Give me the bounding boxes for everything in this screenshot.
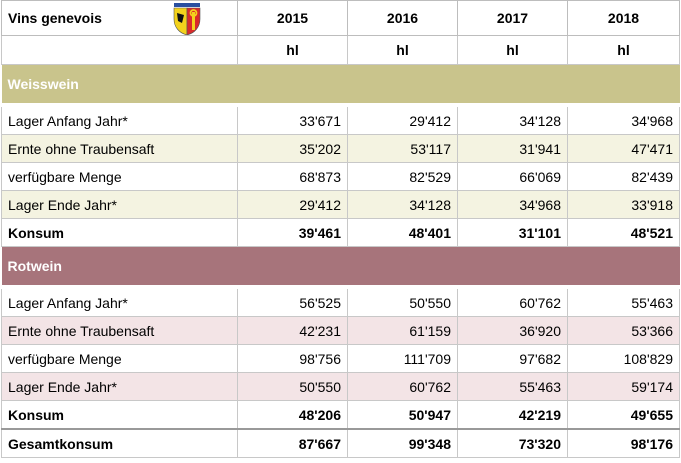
section-name: Rotwein xyxy=(1,246,680,289)
data-row: Lager Anfang Jahr* 33'671 29'412 34'128 34'9… xyxy=(1,104,680,135)
value-cell: 82'439 xyxy=(567,162,680,191)
unit-row: hl hl hl hl xyxy=(1,35,680,65)
value-cell: 48'206 xyxy=(237,400,348,430)
year-header: 2015 xyxy=(237,0,348,36)
value-cell: 42'231 xyxy=(237,316,348,345)
table-title: Vins genevois xyxy=(1,0,238,36)
blank-cell xyxy=(1,35,238,65)
row-label: Lager Anfang Jahr* xyxy=(1,286,238,317)
header-row: Vins genevois 2015 2016 2017 2018 xyxy=(1,0,680,36)
value-cell: 55'463 xyxy=(457,372,568,401)
row-label: Lager Anfang Jahr* xyxy=(1,104,238,135)
value-cell: 34'128 xyxy=(347,190,458,219)
value-cell: 39'461 xyxy=(237,218,348,247)
data-row: verfügbare Menge 68'873 82'529 66'069 82'439 xyxy=(1,162,680,191)
value-cell: 59'174 xyxy=(567,372,680,401)
data-row: Lager Anfang Jahr* 56'525 50'550 60'762 55'4… xyxy=(1,286,680,317)
value-cell: 99'348 xyxy=(347,428,458,458)
value-cell: 53'366 xyxy=(567,316,680,345)
value-cell: 33'918 xyxy=(567,190,680,219)
value-cell: 60'762 xyxy=(457,286,568,317)
unit-header: hl xyxy=(567,35,680,65)
value-cell: 68'873 xyxy=(237,162,348,191)
value-cell: 29'412 xyxy=(347,104,458,135)
value-cell: 97'682 xyxy=(457,344,568,373)
value-cell: 50'550 xyxy=(237,372,348,401)
value-cell: 87'667 xyxy=(237,428,348,458)
value-cell: 36'920 xyxy=(457,316,568,345)
value-cell: 111'709 xyxy=(347,344,458,373)
data-row: Lager Ende Jahr* 50'550 60'762 55'463 59'174 xyxy=(1,372,680,401)
value-cell: 53'117 xyxy=(347,134,458,163)
value-cell: 48'521 xyxy=(567,218,680,247)
value-cell: 98'176 xyxy=(567,428,680,458)
value-cell: 34'968 xyxy=(457,190,568,219)
unit-header: hl xyxy=(347,35,458,65)
value-cell: 50'550 xyxy=(347,286,458,317)
year-header: 2018 xyxy=(567,0,680,36)
data-row: verfügbare Menge 98'756 111'709 97'682 108'8… xyxy=(1,344,680,373)
value-cell: 34'968 xyxy=(567,104,680,135)
value-cell: 47'471 xyxy=(567,134,680,163)
year-header: 2016 xyxy=(347,0,458,36)
value-cell: 33'671 xyxy=(237,104,348,135)
value-cell: 31'101 xyxy=(457,218,568,247)
value-cell: 49'655 xyxy=(567,400,680,430)
value-cell: 108'829 xyxy=(567,344,680,373)
coat-of-arms xyxy=(173,3,201,35)
row-label: Lager Ende Jahr* xyxy=(1,190,238,219)
value-cell: 56'525 xyxy=(237,286,348,317)
value-cell: 55'463 xyxy=(567,286,680,317)
row-label: verfügbare Menge xyxy=(1,162,238,191)
row-label: Konsum xyxy=(1,218,238,247)
section-row: Weisswein xyxy=(1,64,680,107)
unit-header: hl xyxy=(457,35,568,65)
data-row: Konsum 39'461 48'401 31'101 48'521 xyxy=(1,218,680,247)
row-label: Ernte ohne Traubensaft xyxy=(1,134,238,163)
value-cell: 61'159 xyxy=(347,316,458,345)
year-header: 2017 xyxy=(457,0,568,36)
value-cell: 48'401 xyxy=(347,218,458,247)
row-label: Gesamtkonsum xyxy=(1,428,238,458)
row-label: Konsum xyxy=(1,400,238,430)
data-row: Lager Ende Jahr* 29'412 34'128 34'968 33'918 xyxy=(1,190,680,219)
section-name: Weisswein xyxy=(1,64,680,107)
value-cell: 60'762 xyxy=(347,372,458,401)
value-cell: 35'202 xyxy=(237,134,348,163)
row-label: verfügbare Menge xyxy=(1,344,238,373)
unit-header: hl xyxy=(237,35,348,65)
value-cell: 98'756 xyxy=(237,344,348,373)
value-cell: 29'412 xyxy=(237,190,348,219)
section-row: Rotwein xyxy=(1,246,680,289)
data-row: Ernte ohne Traubensaft 35'202 53'117 31'941… xyxy=(1,134,680,163)
value-cell: 73'320 xyxy=(457,428,568,458)
row-label: Lager Ende Jahr* xyxy=(1,372,238,401)
value-cell: 42'219 xyxy=(457,400,568,430)
value-cell: 66'069 xyxy=(457,162,568,191)
value-cell: 82'529 xyxy=(347,162,458,191)
total-row: Gesamtkonsum 87'667 99'348 73'320 98'176 xyxy=(1,428,680,458)
value-cell: 31'941 xyxy=(457,134,568,163)
data-row: Ernte ohne Traubensaft 42'231 61'159 36'920… xyxy=(1,316,680,345)
data-row: Konsum 48'206 50'947 42'219 49'655 xyxy=(1,400,680,430)
value-cell: 34'128 xyxy=(457,104,568,135)
row-label: Ernte ohne Traubensaft xyxy=(1,316,238,345)
value-cell: 50'947 xyxy=(347,400,458,430)
